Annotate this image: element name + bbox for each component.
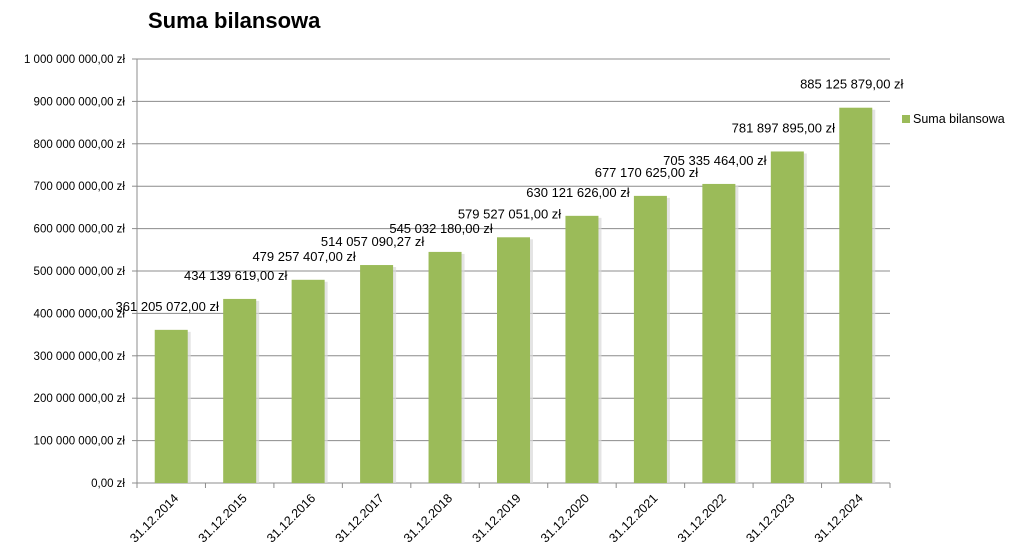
legend-swatch [902,115,910,123]
y-tick-label: 500 000 000,00 zł [34,266,126,278]
x-tick-label: 31.12.2019 [469,491,523,545]
x-tick-label: 31.12.2024 [812,491,866,545]
data-label: 479 257 407,00 zł [252,249,355,264]
x-tick-label: 31.12.2021 [606,491,660,545]
bar [633,195,667,484]
x-tick-label: 31.12.2022 [675,491,729,545]
bar [702,183,736,484]
y-tick-label: 400 000 000,00 zł [34,308,126,320]
bars [154,107,876,484]
y-tick-label: 100 000 000,00 zł [34,436,126,448]
x-axis-tick-labels: 31.12.2014 31.12.2015 31.12.2016 31.12.2017… [127,491,866,545]
bar [428,251,462,483]
legend-label: Suma bilansowa [913,112,1005,126]
bar [154,329,188,483]
data-label: 781 897 895,00 zł [732,120,835,135]
data-label: 545 032 180,00 zł [389,221,492,236]
y-tick-label: 300 000 000,00 zł [34,351,126,363]
x-tick-label: 31.12.2014 [127,491,181,545]
bar [360,265,394,483]
bar [291,279,325,483]
data-label: 677 170 625,00 zł [595,165,698,180]
x-tick-label: 31.12.2017 [333,491,387,545]
data-label: 579 527 051,00 zł [458,206,561,221]
y-tick-label: 1 000 000 000,00 zł [24,54,125,66]
legend: Suma bilansowa [902,112,1005,126]
data-label: 885 125 879,00 zł [800,77,903,92]
y-tick-label: 900 000 000,00 zł [34,96,126,108]
x-tick-label: 31.12.2015 [196,491,250,545]
data-label: 630 121 626,00 zł [526,185,629,200]
data-labels: 361 205 072,00 zł 434 139 619,00 zł 479 25… [116,77,904,314]
data-label: 361 205 072,00 zł [116,299,219,314]
y-axis-tick-labels: 0,00 zł 100 000 000,00 zł 200 000 000,00 z… [24,54,125,490]
y-tick-label: 600 000 000,00 zł [34,224,126,236]
y-tick-label: 700 000 000,00 zł [34,181,126,193]
chart-title: Suma bilansowa [148,8,321,33]
x-tick-label: 31.12.2016 [264,491,318,545]
data-label: 514 057 090,27 zł [321,234,424,249]
data-label: 434 139 619,00 zł [184,268,287,283]
x-tick-label: 31.12.2018 [401,491,455,545]
y-tick-label: 200 000 000,00 zł [34,393,126,405]
x-tick-label: 31.12.2020 [538,491,592,545]
data-label: 705 335 464,00 zł [663,153,766,168]
bar [770,151,804,484]
bar [223,298,257,483]
bar [497,237,530,483]
y-tick-label: 0,00 zł [91,478,125,490]
bar [565,215,599,483]
x-tick-label: 31.12.2023 [743,491,797,545]
y-tick-label: 800 000 000,00 zł [34,139,126,151]
bar [839,107,873,483]
